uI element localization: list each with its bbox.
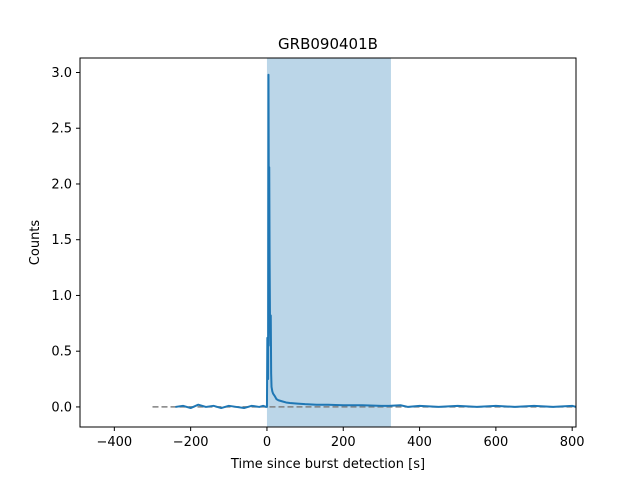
y-tick-label: 1.5 [51, 233, 72, 248]
y-tick-label: 2.5 [51, 122, 72, 137]
x-tick-label: −400 [96, 435, 132, 450]
y-axis: 0.0 0.5 1.0 1.5 2.0 2.5 3.0 [51, 66, 80, 415]
plot-area [152, 58, 576, 427]
x-axis-label: Time since burst detection [s] [230, 457, 425, 472]
x-tick-label: 600 [483, 435, 508, 450]
y-axis-label: Counts [28, 220, 43, 266]
chart-title: GRB090401B [278, 35, 378, 53]
x-axis: −400 −200 0 200 400 600 800 [96, 427, 585, 450]
shaded-region [266, 58, 391, 427]
y-tick-label: 1.0 [51, 289, 72, 304]
plot-content [152, 58, 576, 427]
y-tick-label: 3.0 [51, 66, 72, 81]
y-tick-label: 0.0 [51, 400, 72, 415]
y-tick-label: 2.0 [51, 177, 72, 192]
x-tick-label: 0 [263, 435, 271, 450]
x-tick-label: 200 [331, 435, 356, 450]
y-tick-label: 0.5 [51, 345, 72, 360]
series-line-0 [175, 73, 576, 410]
plot-frame [79, 57, 577, 428]
x-tick-label: −200 [173, 435, 209, 450]
x-tick-label: 400 [407, 435, 432, 450]
x-tick-label: 800 [560, 435, 585, 450]
